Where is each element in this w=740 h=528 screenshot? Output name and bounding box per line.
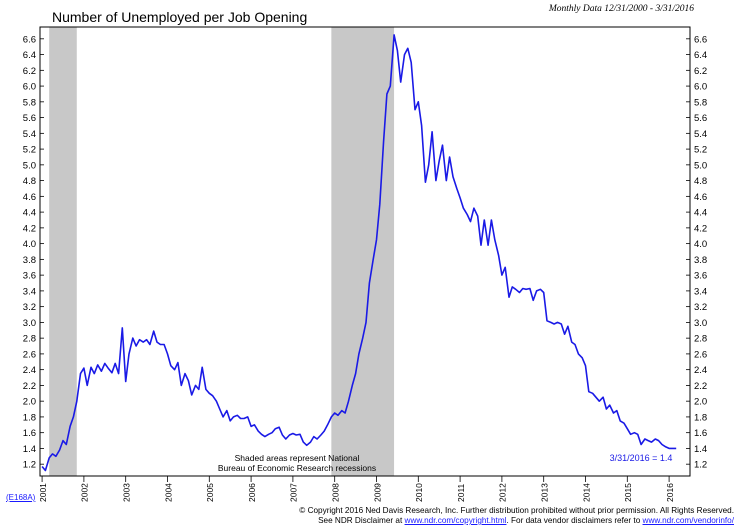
y-tick-label-left: 2.4	[23, 365, 36, 376]
x-tick-label: 2012	[498, 483, 508, 502]
y-tick-label-left: 6.0	[23, 82, 36, 93]
recession-shade-1	[49, 27, 77, 476]
y-tick-label-right: 6.4	[694, 50, 707, 61]
y-tick-label-left: 4.8	[23, 176, 36, 187]
x-tick-label: 2011	[456, 483, 466, 502]
vendor-info-link[interactable]: www.ndr.com/vendorinfo/	[642, 516, 734, 525]
y-tick-label-right: 5.6	[694, 113, 707, 124]
x-tick-label: 2013	[540, 483, 550, 502]
series-line	[41, 34, 677, 472]
y-tick-label-right: 4.0	[694, 239, 707, 250]
y-tick-label-right: 5.4	[694, 129, 707, 140]
y-tick-label-right: 1.6	[694, 428, 707, 439]
chart-title: Number of Unemployed per Job Opening	[52, 9, 308, 25]
chart-code-link[interactable]: (E168A)	[6, 493, 36, 502]
x-tick-label: 2004	[163, 483, 173, 502]
y-tick-label-right: 6.0	[694, 82, 707, 93]
y-tick-label-right: 4.8	[694, 176, 707, 187]
disclaimer-prefix: See NDR Disclaimer at	[318, 516, 405, 525]
y-tick-label-right: 5.2	[694, 145, 707, 156]
y-tick-label-left: 2.8	[23, 334, 36, 345]
x-tick-label: 2002	[80, 483, 90, 502]
y-tick-label-left: 5.2	[23, 145, 36, 156]
last-value-label: 3/31/2016 = 1.4	[610, 453, 673, 463]
x-tick-label: 2007	[289, 483, 299, 502]
y-tick-label-right: 3.2	[694, 302, 707, 313]
y-tick-label-right: 2.0	[694, 397, 707, 408]
recession-note-line: Bureau of Economic Research recessions	[218, 463, 376, 473]
x-tick-label: 2009	[372, 483, 382, 502]
y-tick-label-left: 6.6	[23, 34, 36, 45]
y-tick-label-right: 5.8	[694, 97, 707, 108]
y-tick-label-left: 4.6	[23, 192, 36, 203]
y-tick-label-left: 2.2	[23, 381, 36, 392]
y-tick-label-left: 5.4	[23, 129, 36, 140]
copyright-link[interactable]: www.ndr.com/copyright.html	[404, 516, 507, 525]
y-tick-label-left: 4.0	[23, 239, 36, 250]
x-tick-label: 2005	[205, 483, 215, 502]
y-tick-label-right: 3.8	[694, 255, 707, 266]
x-tick-label: 2001	[38, 483, 48, 502]
y-tick-label-left: 6.2	[23, 66, 36, 77]
y-tick-label-right: 2.4	[694, 365, 707, 376]
y-tick-label-left: 3.2	[23, 302, 36, 313]
x-tick-label: 2014	[581, 483, 591, 502]
x-tick-label: 2015	[623, 483, 633, 502]
y-tick-label-left: 3.6	[23, 271, 36, 282]
data-period: Monthly Data 12/31/2000 - 3/31/2016	[548, 4, 694, 14]
recession-note-line: Shaded areas represent National	[235, 453, 360, 463]
disclaimer-mid: . For data vendor disclaimers refer to	[506, 516, 643, 525]
y-tick-label-right: 6.2	[694, 66, 707, 77]
y-tick-label-right: 4.6	[694, 192, 707, 203]
y-tick-label-right: 2.6	[694, 349, 707, 360]
y-tick-label-left: 3.4	[23, 286, 36, 297]
y-tick-label-left: 4.4	[23, 208, 36, 219]
y-tick-label-left: 1.2	[23, 460, 36, 471]
disclaimer-line: See NDR Disclaimer at www.ndr.com/copyri…	[299, 516, 734, 526]
x-tick-label: 2008	[331, 483, 341, 502]
y-tick-label-left: 1.6	[23, 428, 36, 439]
y-tick-label-right: 6.6	[694, 34, 707, 45]
recession-shade-2	[331, 27, 395, 476]
y-tick-label-right: 4.2	[694, 223, 707, 234]
y-tick-label-left: 4.2	[23, 223, 36, 234]
y-tick-label-right: 3.4	[694, 286, 707, 297]
copyright-text: © Copyright 2016 Ned Davis Research, Inc…	[299, 506, 734, 515]
copyright-footer: © Copyright 2016 Ned Davis Research, Inc…	[299, 506, 734, 526]
y-tick-label-left: 2.6	[23, 349, 36, 360]
y-tick-label-left: 5.6	[23, 113, 36, 124]
y-tick-label-left: 3.0	[23, 318, 36, 329]
y-tick-label-right: 2.8	[694, 334, 707, 345]
plot-frame	[39, 26, 691, 477]
y-tick-label-right: 3.0	[694, 318, 707, 329]
y-tick-label-left: 1.4	[23, 444, 36, 455]
y-tick-label-right: 3.6	[694, 271, 707, 282]
y-tick-label-left: 5.0	[23, 160, 36, 171]
y-tick-label-right: 5.0	[694, 160, 707, 171]
y-tick-label-left: 6.4	[23, 50, 36, 61]
y-tick-label-right: 1.8	[694, 412, 707, 423]
y-tick-label-left: 2.0	[23, 397, 36, 408]
y-tick-label-right: 2.2	[694, 381, 707, 392]
x-tick-label: 2016	[665, 483, 675, 502]
y-tick-label-right: 4.4	[694, 208, 707, 219]
y-tick-label-left: 5.8	[23, 97, 36, 108]
y-tick-label-right: 1.4	[694, 444, 707, 455]
x-tick-label: 2010	[414, 483, 424, 502]
x-tick-label: 2003	[122, 483, 132, 502]
y-tick-label-left: 3.8	[23, 255, 36, 266]
x-tick-label: 2006	[247, 483, 257, 502]
y-tick-label-left: 1.8	[23, 412, 36, 423]
y-tick-label-right: 1.2	[694, 460, 707, 471]
